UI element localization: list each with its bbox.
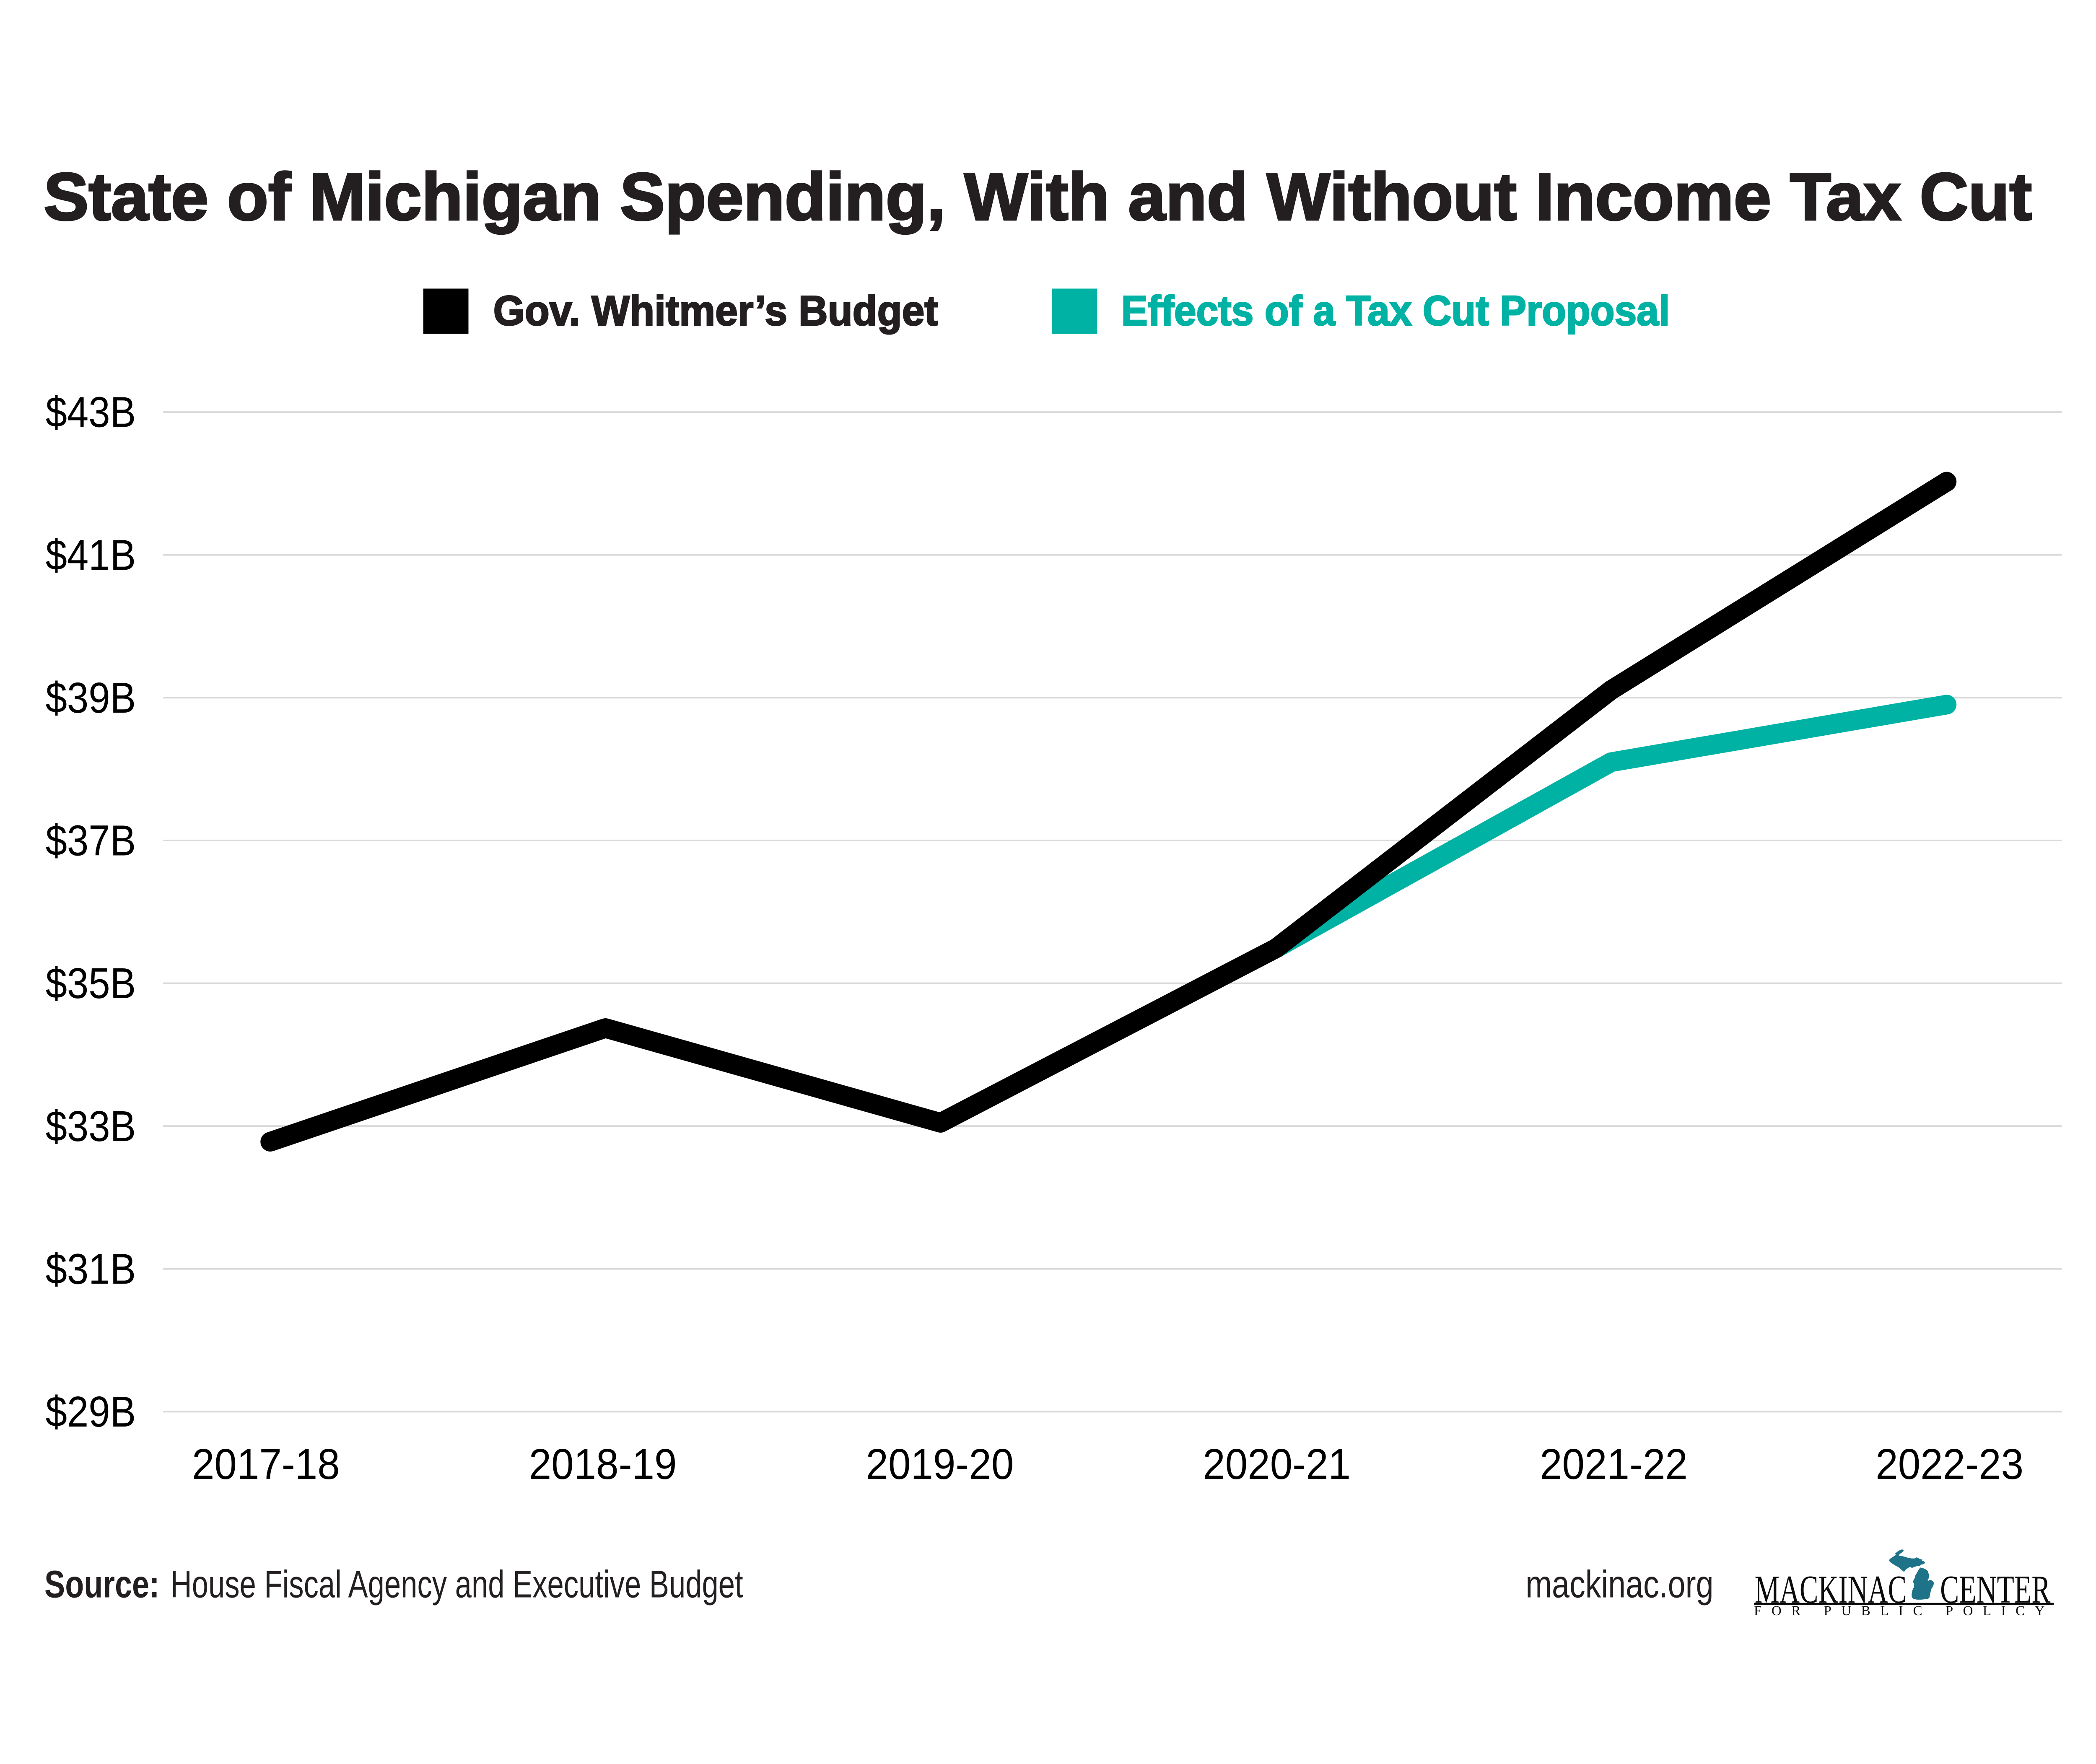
svg-text:$35B: $35B [46, 959, 136, 1007]
svg-text:$29B: $29B [46, 1387, 136, 1436]
svg-text:2017-18: 2017-18 [192, 1440, 340, 1488]
svg-text:2019-20: 2019-20 [866, 1440, 1014, 1488]
svg-text:House Fiscal Agency and Execut: House Fiscal Agency and Executive Budget [171, 1563, 743, 1606]
svg-text:$37B: $37B [46, 816, 136, 865]
svg-text:FOR PUBLIC POLICY: FOR PUBLIC POLICY [1754, 1603, 2053, 1619]
svg-text:$31B: $31B [46, 1244, 136, 1293]
svg-text:Gov. Whitmer’s Budget: Gov. Whitmer’s Budget [493, 288, 938, 334]
svg-text:2018-19: 2018-19 [529, 1440, 677, 1488]
svg-text:$41B: $41B [46, 530, 136, 579]
svg-text:Source:: Source: [44, 1563, 160, 1606]
svg-text:$43B: $43B [46, 388, 136, 436]
svg-text:State of Michigan Spending, Wi: State of Michigan Spending, With and Wit… [44, 159, 2032, 234]
svg-text:Effects of a Tax Cut Proposal: Effects of a Tax Cut Proposal [1121, 288, 1670, 334]
svg-text:2022-23: 2022-23 [1876, 1440, 2023, 1488]
svg-text:$39B: $39B [46, 673, 136, 722]
svg-text:$33B: $33B [46, 1102, 136, 1150]
svg-text:2021-22: 2021-22 [1540, 1440, 1688, 1488]
svg-text:2020-21: 2020-21 [1203, 1440, 1351, 1488]
svg-text:mackinac.org: mackinac.org [1525, 1563, 1713, 1606]
